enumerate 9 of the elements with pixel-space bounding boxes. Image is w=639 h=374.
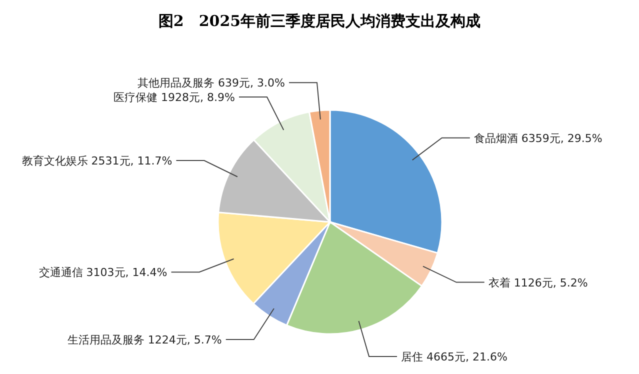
slice-label: 食品烟酒 6359元, 29.5% [474, 132, 602, 145]
slice-label: 交通通信 3103元, 14.4% [38, 266, 168, 280]
slice-label: 教育文化娱乐 2531元, 11.7% [22, 154, 172, 168]
slice-label: 其他用品及服务 639元, 3.0% [138, 76, 285, 90]
chart-title: 图2 2025年前三季度居民人均消费支出及构成 [158, 12, 481, 30]
slice-label: 居住 4665元, 21.6% [401, 350, 508, 364]
slice-label: 生活用品及服务 1224元, 5.7% [67, 333, 222, 346]
slice-label: 衣着 1126元, 5.2% [488, 276, 588, 290]
slice-label: 医疗保健 1928元, 8.9% [114, 90, 235, 104]
